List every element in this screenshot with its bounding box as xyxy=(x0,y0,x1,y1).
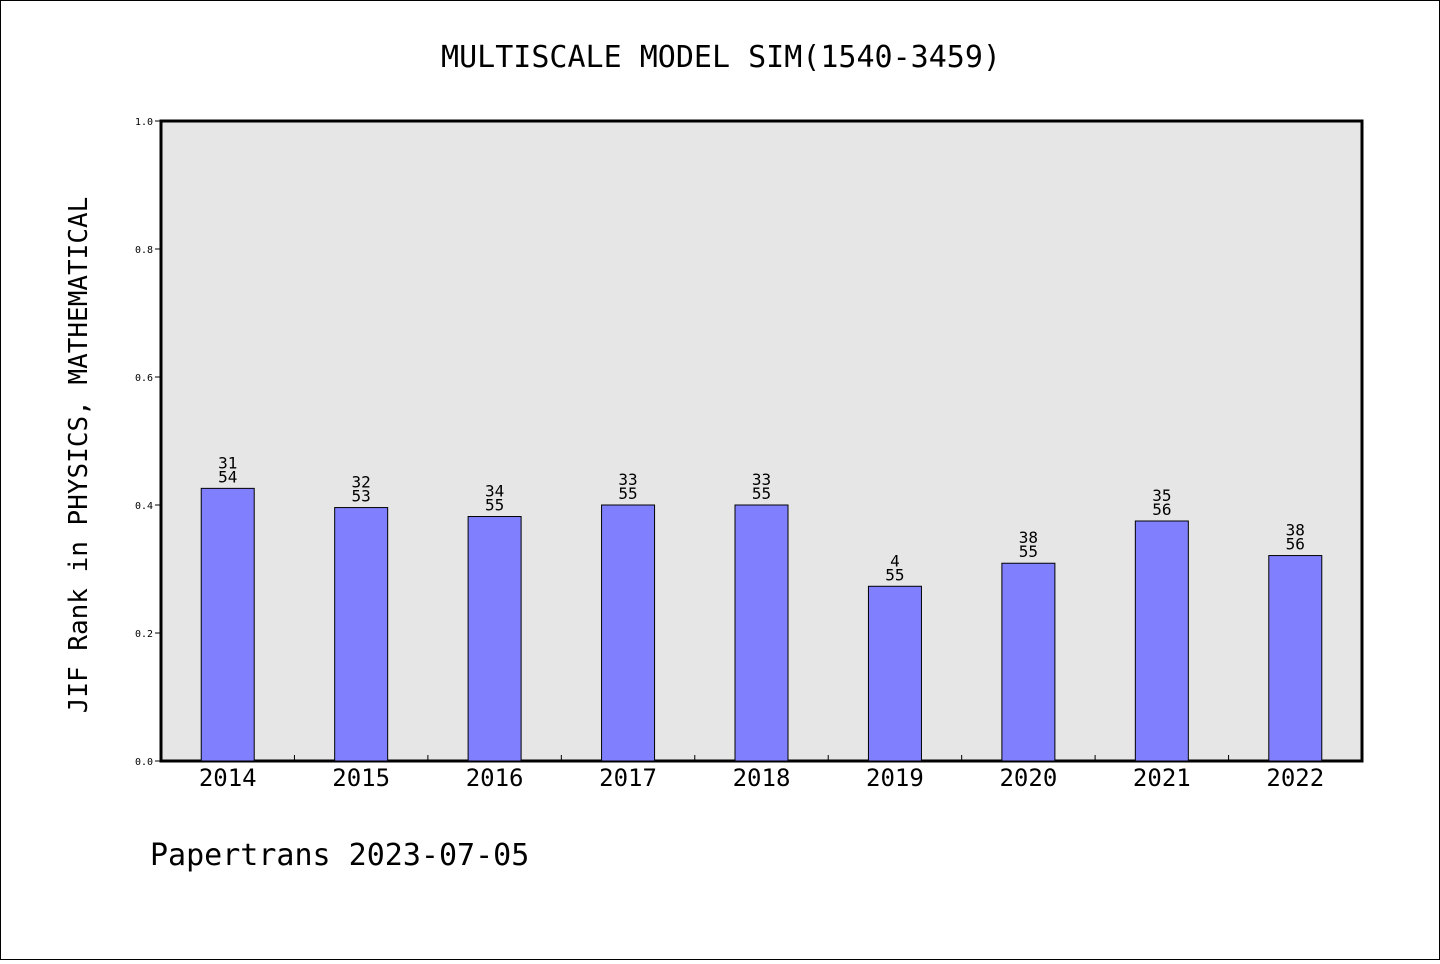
x-tick-label: 2022 xyxy=(1266,764,1324,792)
x-tick-label: 2020 xyxy=(999,764,1057,792)
footer-text: Papertrans 2023-07-05 xyxy=(150,838,529,873)
bar-rank-label: 33 xyxy=(618,470,637,489)
bar-total-label: 55 xyxy=(752,484,771,503)
x-tick-label: 2015 xyxy=(332,764,390,792)
x-tick-label: 2014 xyxy=(199,764,257,792)
bar-rank-label: 31 xyxy=(218,453,237,472)
bar xyxy=(467,516,522,762)
bar-total-label: 56 xyxy=(1152,500,1171,519)
bar-total-label: 55 xyxy=(618,484,637,503)
x-tick-label: 2018 xyxy=(733,764,791,792)
x-tick-label: 2017 xyxy=(599,764,657,792)
y-axis: 0.0 0.2 0.4 0.6 0.8 1.0 xyxy=(135,117,161,768)
x-tick-label: 2016 xyxy=(466,764,524,792)
y-tick-label: 0.8 xyxy=(135,245,153,256)
bar xyxy=(601,504,656,762)
y-tick-label: 0.0 xyxy=(135,757,153,768)
bar-rank-label: 33 xyxy=(752,470,771,489)
y-axis-label: JIF Rank in PHYSICS, MATHEMATICAL xyxy=(64,197,94,714)
y-tick-label: 0.2 xyxy=(135,629,153,640)
y-tick-label: 0.4 xyxy=(135,501,153,512)
bar-rank-label: 4 xyxy=(890,551,900,570)
bar xyxy=(867,585,922,762)
bar xyxy=(734,504,789,762)
bar-total-label: 54 xyxy=(218,467,237,486)
y-tick-label: 1.0 xyxy=(135,117,153,128)
bar-rank-label: 35 xyxy=(1152,486,1171,505)
x-tick-label: 2021 xyxy=(1133,764,1191,792)
bar-total-label: 55 xyxy=(1019,542,1038,561)
y-tick-label: 0.6 xyxy=(135,373,153,384)
bar-total-label: 55 xyxy=(485,496,504,515)
bar-rank-label: 32 xyxy=(352,473,371,492)
bar-rank-label: 38 xyxy=(1286,521,1305,540)
bar-total-label: 56 xyxy=(1286,535,1305,554)
x-axis: 2014 2015 2016 2017 2018 2019 2020 2021 2022 xyxy=(199,755,1324,792)
bar xyxy=(1134,520,1189,762)
bar xyxy=(1268,555,1323,762)
bar xyxy=(200,487,255,762)
x-tick-label: 2019 xyxy=(866,764,924,792)
bar-rank-label: 38 xyxy=(1019,528,1038,547)
bar-rank-label: 34 xyxy=(485,482,504,501)
bar xyxy=(334,507,389,762)
bar-total-label: 55 xyxy=(885,565,904,584)
bar-total-label: 53 xyxy=(352,487,371,506)
chart-title: MULTISCALE MODEL SIM(1540-3459) xyxy=(441,40,1001,75)
bar xyxy=(1001,562,1056,762)
